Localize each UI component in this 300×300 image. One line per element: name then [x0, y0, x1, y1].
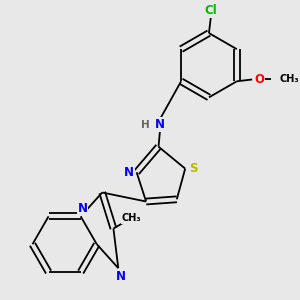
Text: N: N — [155, 118, 165, 131]
Text: O: O — [254, 73, 264, 86]
Text: CH₃: CH₃ — [280, 74, 299, 85]
Text: N: N — [116, 270, 126, 283]
Text: N: N — [77, 202, 88, 215]
Text: N: N — [124, 166, 134, 179]
Text: S: S — [189, 162, 197, 175]
Text: H: H — [141, 120, 150, 130]
Text: Cl: Cl — [204, 4, 217, 17]
Text: CH₃: CH₃ — [121, 214, 141, 224]
